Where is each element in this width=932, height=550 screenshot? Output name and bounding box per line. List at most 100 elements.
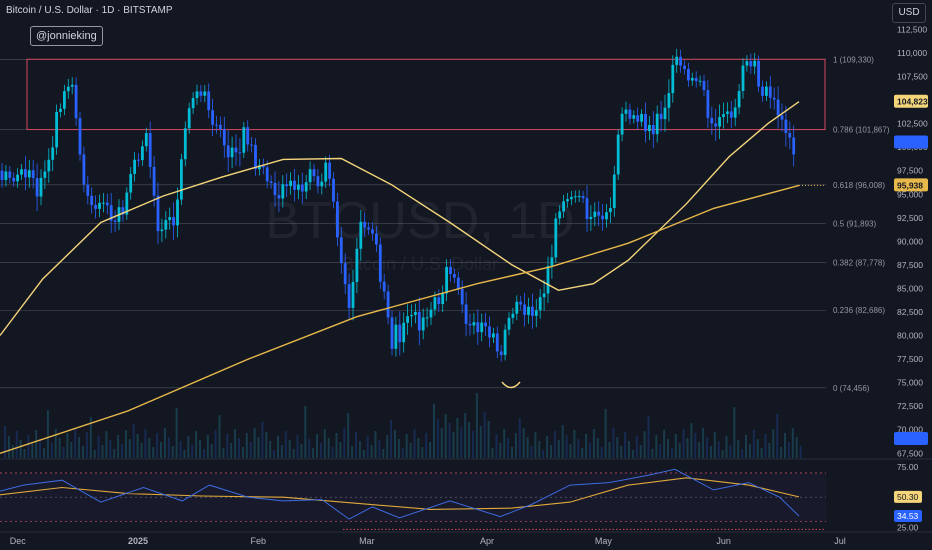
volume-bar	[15, 431, 18, 458]
volume-bar	[54, 429, 57, 458]
candle-body	[714, 123, 718, 127]
price-label-badge	[894, 94, 928, 108]
price-axis-tick: 70,000	[897, 425, 923, 435]
candle-body	[597, 211, 601, 216]
volume-bar	[187, 436, 190, 458]
volume-bar	[651, 449, 654, 458]
volume-bar	[409, 443, 412, 458]
candle-body	[421, 317, 425, 331]
candle-body	[70, 84, 74, 87]
volume-bar	[296, 435, 299, 458]
candle-body	[792, 137, 796, 155]
candle-body	[640, 113, 643, 122]
volume-bar	[448, 423, 451, 458]
candle-body	[265, 167, 269, 182]
candle-body	[207, 91, 211, 111]
volume-bar	[397, 439, 400, 458]
volume-bar	[39, 439, 42, 458]
volume-bar	[709, 446, 712, 458]
volume-bar	[663, 430, 666, 458]
candle-body	[531, 306, 534, 316]
volume-bar	[210, 444, 213, 458]
volume-bar	[171, 446, 174, 458]
volume-bar	[144, 429, 147, 458]
volume-bar	[433, 404, 435, 458]
volume-bar	[218, 415, 221, 458]
volume-bar	[768, 443, 771, 458]
candle-body	[414, 311, 417, 316]
candle-body	[105, 202, 109, 206]
candle-body	[737, 91, 741, 108]
volume-bar	[343, 428, 346, 458]
time-axis-label: Jul	[834, 536, 846, 546]
candle-body	[464, 304, 468, 324]
volume-bar	[23, 449, 26, 458]
volume-bar	[50, 443, 53, 458]
candle-body	[581, 196, 585, 199]
candle-body	[472, 322, 476, 326]
candle-body	[66, 86, 70, 92]
volume-bar	[600, 447, 603, 458]
volume-bar	[374, 431, 377, 458]
candle-body	[355, 248, 359, 282]
volume-bar	[511, 447, 513, 458]
candle-body	[511, 313, 515, 318]
candle-body	[788, 133, 792, 138]
candle-body	[109, 205, 113, 221]
candle-body	[394, 324, 398, 349]
volume-bar	[312, 448, 315, 458]
volume-bar	[269, 441, 272, 458]
candle-body	[515, 301, 519, 314]
candle-body	[230, 147, 234, 158]
volume-bar	[331, 447, 334, 458]
volume-bar	[226, 434, 229, 458]
candle-body	[59, 108, 62, 112]
volume-bar	[327, 438, 330, 458]
volume-bar	[643, 431, 646, 458]
candle-body	[24, 169, 27, 178]
volume-bar	[748, 444, 751, 458]
candle-body	[745, 61, 749, 66]
candle-body	[398, 324, 402, 343]
volume-bar	[156, 433, 159, 458]
volume-bar	[655, 435, 658, 458]
volume-bar	[546, 436, 549, 458]
candle-body	[336, 201, 339, 238]
volume-bar	[179, 441, 182, 458]
volume-bar	[358, 441, 361, 458]
volume-bar	[472, 431, 474, 458]
candle-body	[768, 86, 772, 98]
volume-bar	[585, 434, 588, 458]
resistance-zone-box	[26, 58, 826, 131]
candle-body	[35, 178, 39, 197]
volume-bar	[706, 437, 708, 458]
candle-body	[258, 165, 261, 170]
candle-body	[39, 177, 43, 197]
volume-bar	[280, 445, 283, 458]
candle-body	[655, 113, 659, 135]
volume-bar	[487, 421, 490, 458]
volume-bar	[452, 432, 455, 458]
volume-bar	[542, 450, 545, 458]
volume-bar	[678, 443, 681, 458]
candle-body	[726, 111, 729, 115]
volume-bar	[128, 439, 131, 458]
time-axis-label: Feb	[250, 536, 266, 546]
candle-body	[168, 217, 172, 221]
candle-body	[718, 117, 721, 127]
volume-bar	[152, 447, 155, 458]
candle-body	[679, 56, 682, 66]
candle-body	[20, 169, 23, 175]
rsi-value-text: 50.30	[897, 492, 919, 502]
candle-body	[378, 244, 382, 282]
volume-bar	[97, 436, 100, 458]
volume-bar	[234, 429, 237, 458]
volume-bar	[284, 431, 287, 458]
volume-bar	[394, 430, 396, 458]
price-axis-tick: 107,500	[897, 72, 928, 82]
candle-body	[706, 90, 710, 118]
currency-button[interactable]: USD	[892, 3, 926, 23]
volume-bar	[440, 428, 443, 458]
volume-bar	[694, 433, 697, 458]
